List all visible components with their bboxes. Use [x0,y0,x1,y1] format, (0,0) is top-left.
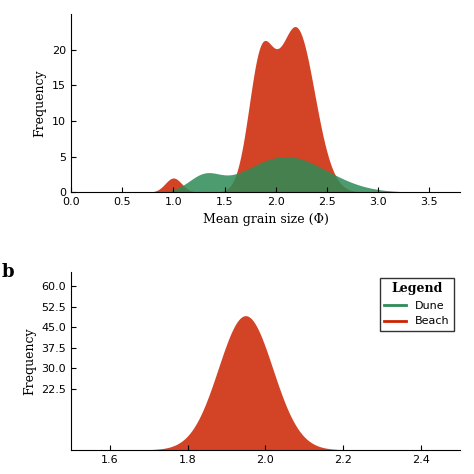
Y-axis label: Frequency: Frequency [23,328,36,395]
X-axis label: Mean grain size (Φ): Mean grain size (Φ) [202,213,328,226]
Text: b: b [1,264,14,282]
Y-axis label: Frequency: Frequency [34,69,46,137]
Legend: Dune, Beach: Dune, Beach [380,278,454,331]
